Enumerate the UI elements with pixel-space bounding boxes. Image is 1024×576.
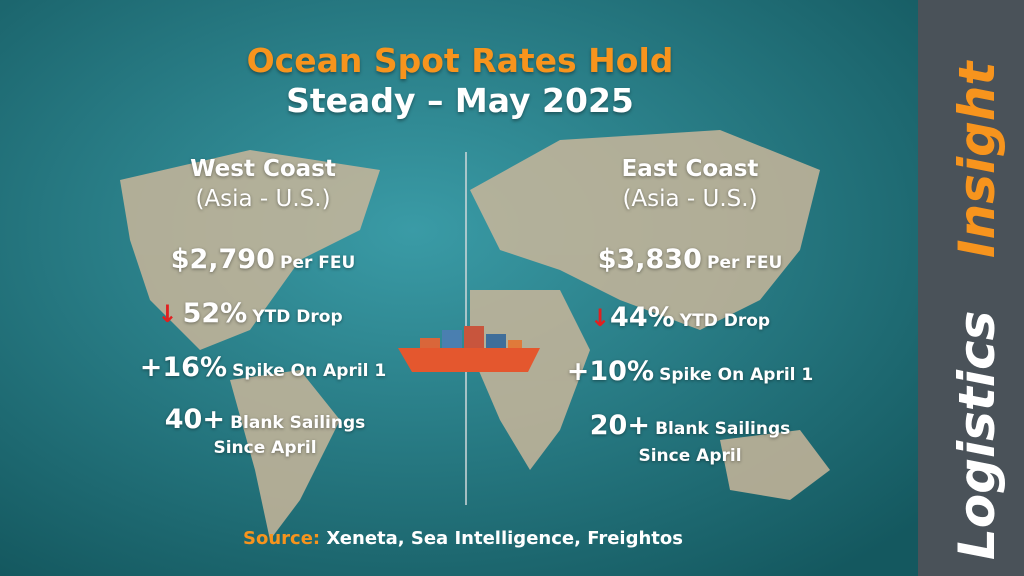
title-line1: Ocean Spot Rates Hold xyxy=(246,41,674,80)
background xyxy=(0,0,918,576)
east-spike-label: Spike On April 1 xyxy=(659,365,814,385)
west-spike-label: Spike On April 1 xyxy=(232,361,387,381)
west-heading: West Coast xyxy=(190,156,336,182)
east-drop: 44% xyxy=(610,302,675,333)
eurasia xyxy=(470,130,820,330)
down-arrow: ↓ xyxy=(157,300,178,328)
west-spike-row: +16% Spike On April 1 xyxy=(140,352,386,383)
east-blank-label: Blank Sailings xyxy=(655,419,791,439)
world-map xyxy=(120,130,830,540)
sidebar-word1: Logistics xyxy=(948,310,1006,560)
west-rate-unit: Per FEU xyxy=(279,253,356,273)
north-america xyxy=(120,150,380,350)
east-heading: East Coast xyxy=(621,156,759,182)
east-blank-row: 20+ Blank Sailings xyxy=(590,410,790,441)
west-blank: 40+ xyxy=(164,404,225,435)
west-blank-label: Blank Sailings xyxy=(230,413,366,433)
sidebar-word2: Insight xyxy=(948,61,1006,258)
title-line2: Steady – May 2025 xyxy=(286,81,634,120)
east-rate: $3,830 xyxy=(597,244,702,275)
west-spike: +16% xyxy=(139,352,228,383)
east-blank: 20+ xyxy=(589,410,650,441)
south-america xyxy=(230,370,340,540)
east-blank-label2: Since April xyxy=(638,446,742,466)
australia xyxy=(720,430,830,500)
sidebar: Logistics Insight xyxy=(918,0,1024,576)
west-drop: 52% xyxy=(182,298,248,329)
west-blank-row: 40+ Blank Sailings xyxy=(165,404,365,435)
east-drop-row: ↓44% YTD Drop xyxy=(590,302,770,333)
west-blank-label2: Since April xyxy=(213,438,317,458)
west-drop-row: ↓ 52% YTD Drop xyxy=(157,298,342,329)
east-route: (Asia - U.S.) xyxy=(622,186,758,212)
source: Source: Xeneta, Sea Intelligence, Freigh… xyxy=(243,528,683,549)
down-arrow: ↓ xyxy=(589,304,611,332)
east-spike-row: +10% Spike On April 1 xyxy=(567,356,813,387)
east-spike: +10% xyxy=(566,356,655,387)
ship xyxy=(398,326,540,372)
west-rate-row: $2,790 Per FEU xyxy=(171,244,356,275)
west-rate: $2,790 xyxy=(170,244,275,275)
east-rate-row: $3,830 Per FEU xyxy=(598,244,783,275)
west-drop-label: YTD Drop xyxy=(252,307,343,327)
east-rate-unit: Per FEU xyxy=(706,253,783,273)
east-drop-label: YTD Drop xyxy=(679,311,771,331)
source-label: Source: xyxy=(243,528,321,549)
west-route: (Asia - U.S.) xyxy=(195,186,331,212)
source-text: Xeneta, Sea Intelligence, Freightos xyxy=(326,528,683,549)
